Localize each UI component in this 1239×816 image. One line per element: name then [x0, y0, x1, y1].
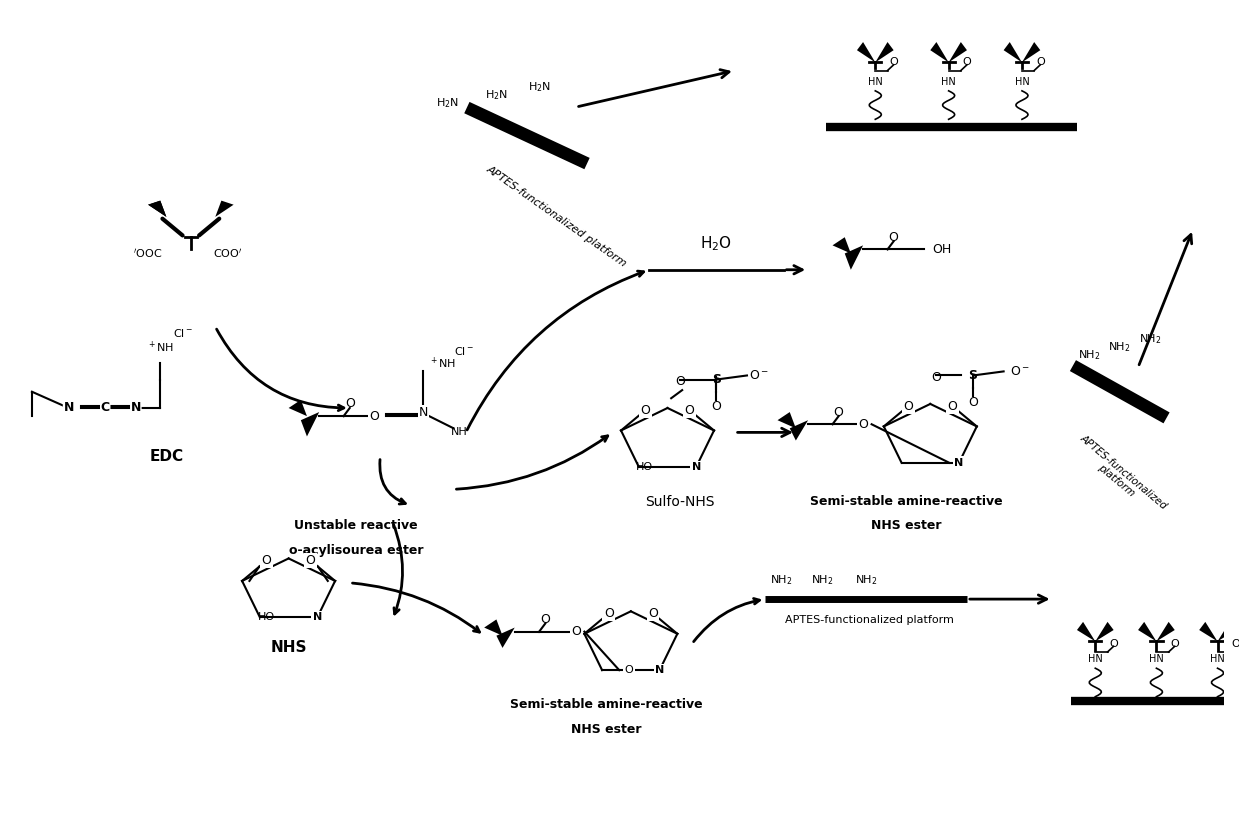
Text: Unstable reactive: Unstable reactive [294, 520, 418, 532]
Polygon shape [857, 42, 875, 62]
Text: O$^-$: O$^-$ [750, 369, 769, 382]
Polygon shape [1218, 622, 1235, 641]
Text: N: N [63, 401, 74, 415]
Text: O: O [540, 613, 550, 626]
Text: O: O [903, 400, 913, 413]
Text: N: N [419, 406, 427, 419]
Text: O: O [1232, 639, 1239, 649]
Text: H$_2$N: H$_2$N [436, 96, 458, 110]
Polygon shape [930, 42, 949, 62]
Text: NH: NH [451, 428, 468, 437]
Polygon shape [1077, 622, 1095, 641]
Text: NH$_2$: NH$_2$ [1078, 348, 1100, 362]
Polygon shape [1004, 42, 1022, 62]
Polygon shape [147, 201, 166, 217]
Text: N: N [312, 612, 322, 623]
Text: $^+$NH: $^+$NH [429, 356, 456, 371]
Text: $^+$NH: $^+$NH [146, 339, 173, 355]
Text: O$^-$: O$^-$ [1010, 365, 1030, 378]
Text: HN: HN [942, 77, 957, 86]
Text: O: O [711, 400, 721, 413]
Text: NH$_2$: NH$_2$ [812, 573, 834, 587]
Text: S: S [712, 373, 721, 386]
Text: O: O [932, 370, 942, 384]
Text: N: N [954, 458, 964, 468]
Text: O: O [369, 410, 379, 423]
Text: O: O [685, 404, 695, 417]
Text: APTES-functionalized
platform: APTES-functionalized platform [1070, 432, 1168, 520]
Text: EDC: EDC [150, 450, 183, 464]
Text: $'$OOC: $'$OOC [134, 247, 162, 260]
Text: HN: HN [867, 77, 882, 86]
Text: O: O [888, 231, 898, 244]
Text: O: O [603, 607, 613, 620]
Polygon shape [1095, 622, 1114, 641]
Polygon shape [301, 412, 320, 437]
Polygon shape [789, 420, 808, 441]
Text: N: N [655, 665, 664, 675]
Text: O: O [1109, 639, 1118, 649]
Text: HN: HN [1088, 654, 1103, 664]
Text: O: O [859, 418, 869, 431]
Text: O: O [948, 400, 958, 413]
Text: NHS: NHS [270, 641, 307, 655]
Text: Cl$^-$: Cl$^-$ [453, 345, 473, 357]
Polygon shape [497, 628, 514, 648]
Polygon shape [875, 42, 893, 62]
Polygon shape [484, 619, 503, 636]
Polygon shape [949, 42, 966, 62]
Polygon shape [1022, 42, 1041, 62]
Polygon shape [845, 246, 864, 270]
Text: O: O [963, 57, 971, 68]
Text: O: O [890, 57, 898, 68]
Text: S: S [969, 369, 978, 382]
Text: O: O [641, 404, 650, 417]
Text: Semi-stable amine-reactive: Semi-stable amine-reactive [809, 495, 1002, 508]
Text: O: O [675, 375, 685, 388]
Text: NH$_2$: NH$_2$ [855, 573, 878, 587]
Text: HN: HN [1015, 77, 1030, 86]
Polygon shape [778, 412, 795, 428]
Text: NH$_2$: NH$_2$ [1139, 332, 1162, 346]
Text: O: O [834, 406, 844, 419]
Text: H$_2$O: H$_2$O [700, 235, 732, 254]
Text: O: O [1036, 57, 1044, 68]
Text: APTES-functionalized platform: APTES-functionalized platform [784, 615, 954, 625]
Polygon shape [147, 201, 166, 217]
Text: O: O [624, 665, 633, 675]
Text: H$_2$N: H$_2$N [484, 88, 508, 102]
Polygon shape [216, 201, 234, 217]
Text: O: O [261, 554, 271, 567]
Text: HN: HN [1149, 654, 1163, 664]
Text: o-acylisourea ester: o-acylisourea ester [289, 543, 422, 557]
Text: HO: HO [637, 462, 653, 472]
Text: NHS ester: NHS ester [571, 723, 642, 736]
Text: N: N [130, 401, 141, 415]
Text: O: O [648, 607, 658, 620]
Text: O: O [344, 397, 354, 410]
Text: O: O [968, 396, 978, 409]
Polygon shape [1199, 622, 1218, 641]
Text: NH$_2$: NH$_2$ [1109, 340, 1131, 354]
Text: N: N [691, 462, 701, 472]
Text: Semi-stable amine-reactive: Semi-stable amine-reactive [510, 698, 703, 712]
Text: O: O [306, 554, 316, 567]
Text: OH: OH [933, 243, 952, 256]
Text: COO$'$: COO$'$ [213, 247, 242, 260]
Text: C: C [100, 401, 110, 415]
Polygon shape [1156, 622, 1175, 641]
Text: Sulfo-NHS: Sulfo-NHS [646, 494, 715, 508]
Text: O: O [571, 625, 581, 638]
Text: HO: HO [258, 612, 275, 623]
Text: H$_2$N: H$_2$N [528, 80, 550, 94]
Polygon shape [833, 237, 851, 254]
Text: HN: HN [1211, 654, 1225, 664]
Polygon shape [289, 400, 307, 416]
Text: NHS ester: NHS ester [871, 520, 942, 532]
Text: APTES-functionalized platform: APTES-functionalized platform [484, 164, 628, 269]
Text: Cl$^-$: Cl$^-$ [172, 327, 192, 339]
Text: NH$_2$: NH$_2$ [769, 573, 793, 587]
Polygon shape [1139, 622, 1156, 641]
Text: O: O [1171, 639, 1180, 649]
